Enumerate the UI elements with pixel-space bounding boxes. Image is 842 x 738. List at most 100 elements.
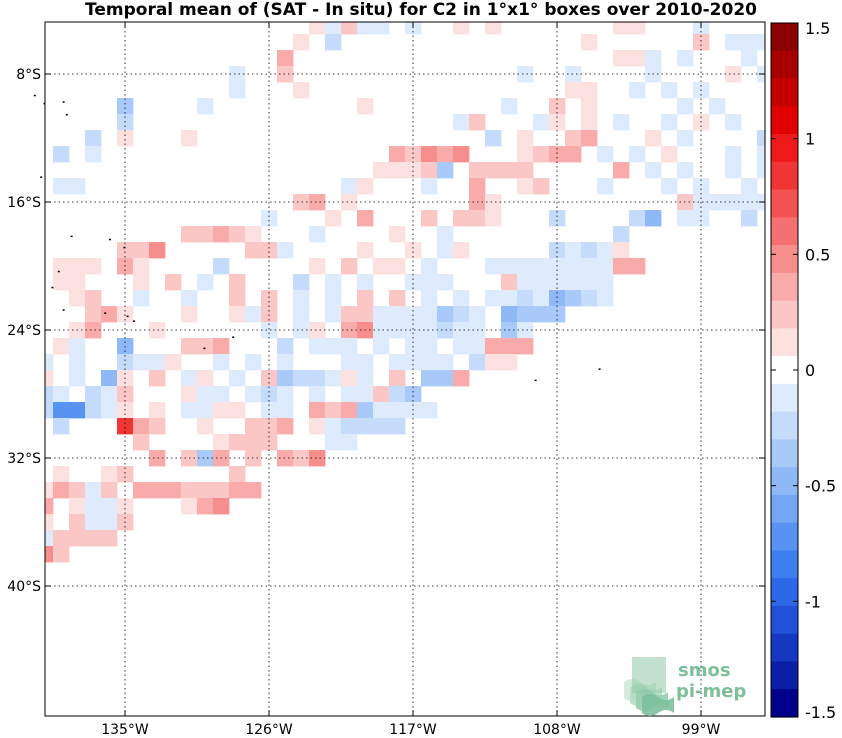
heatmap-cell xyxy=(133,242,150,259)
heatmap-cell xyxy=(69,514,86,531)
colorbar-segment xyxy=(771,300,798,329)
heatmap-cell xyxy=(533,274,550,291)
heatmap-cell xyxy=(325,338,342,355)
heatmap-cell xyxy=(645,50,662,67)
heatmap-cell xyxy=(517,258,534,275)
heatmap-cell xyxy=(309,22,326,35)
heatmap-cell xyxy=(101,482,118,499)
heatmap-cell xyxy=(597,146,614,163)
heatmap-cell xyxy=(549,290,566,307)
latitude-tick-label: 32°S xyxy=(7,451,41,467)
heatmap-cell xyxy=(341,258,358,275)
heatmap-cell xyxy=(405,22,422,35)
heatmap-cell xyxy=(69,178,86,195)
heatmap-cell xyxy=(53,482,70,499)
heatmap-cell xyxy=(341,338,358,355)
heatmap-cell xyxy=(229,226,246,243)
heatmap-cell xyxy=(293,290,310,307)
heatmap-cell xyxy=(133,354,150,371)
heatmap-cell xyxy=(405,162,422,179)
heatmap-cell xyxy=(341,178,358,195)
heatmap-cell xyxy=(533,114,550,131)
heatmap-cell xyxy=(325,418,342,435)
heatmap-cell xyxy=(309,418,326,435)
heatmap-cell xyxy=(245,434,262,451)
island-speck xyxy=(70,235,73,238)
heatmap-cell xyxy=(213,482,230,499)
heatmap-cell xyxy=(309,338,326,355)
heatmap-cell xyxy=(133,434,150,451)
heatmap-cell xyxy=(181,370,198,387)
heatmap-cell xyxy=(725,194,742,211)
heatmap-cell xyxy=(597,290,614,307)
islands xyxy=(33,94,601,382)
heatmap-cell xyxy=(309,258,326,275)
heatmap-cell xyxy=(181,338,198,355)
heatmap-cell xyxy=(485,210,502,227)
heatmap-cell xyxy=(437,146,454,163)
heatmap-cell xyxy=(197,370,214,387)
longitude-axis: 135°W 126°W 117°W 108°W 99°W xyxy=(101,22,720,738)
longitude-tick-label: 108°W xyxy=(533,722,581,738)
colorbar-segment xyxy=(771,272,798,302)
heatmap-cell xyxy=(629,146,646,163)
island-speck xyxy=(133,320,135,322)
heatmap-cell xyxy=(149,450,166,467)
heatmap-cell xyxy=(245,482,262,499)
heatmap-cell xyxy=(421,178,438,195)
heatmap-cell xyxy=(341,306,358,323)
heatmap-cell xyxy=(341,322,358,339)
heatmap-cell xyxy=(469,178,486,195)
heatmap-cell xyxy=(181,130,198,147)
heatmap-cell xyxy=(309,194,326,211)
colorbar-segment xyxy=(771,689,798,718)
colorbar-segment xyxy=(771,661,798,690)
heatmap-cell xyxy=(293,82,310,99)
colorbar-segment xyxy=(771,245,798,274)
heatmap-cell xyxy=(501,98,518,115)
colorbar-segment xyxy=(771,383,798,413)
heatmap-cell xyxy=(629,22,646,35)
heatmap-cell xyxy=(293,306,310,323)
heatmap-cell xyxy=(213,434,230,451)
heatmap-cell xyxy=(661,82,678,99)
heatmap-cell xyxy=(565,274,582,291)
heatmap-cell xyxy=(197,226,214,243)
heatmap-cell xyxy=(613,242,630,259)
heatmap-cell xyxy=(45,386,54,403)
colorbar-segment xyxy=(771,633,798,663)
heatmap-cell xyxy=(309,322,326,339)
heatmap-cell xyxy=(341,22,358,35)
heatmap-cell xyxy=(69,482,86,499)
heatmap-cell xyxy=(565,290,582,307)
longitude-tick-label: 117°W xyxy=(389,722,437,738)
logo-text-smos: smos xyxy=(678,660,731,681)
island-speck xyxy=(109,238,111,241)
heatmap-cell xyxy=(229,82,246,99)
heatmap-cell xyxy=(613,114,630,131)
heatmap-cell xyxy=(149,402,166,419)
colorbar-tick-label: 0 xyxy=(805,361,815,380)
heatmap-cell xyxy=(517,274,534,291)
longitude-tick-label: 135°W xyxy=(101,722,149,738)
heatmap-cell xyxy=(293,450,310,467)
heatmap-cell xyxy=(677,50,694,67)
colorbar-segment xyxy=(771,494,798,524)
heatmap-cell xyxy=(469,306,486,323)
heatmap-cell xyxy=(45,482,54,499)
heatmap-cell xyxy=(693,210,710,227)
heatmap-cell xyxy=(421,338,438,355)
heatmap-cell xyxy=(45,370,54,387)
heatmap-cell xyxy=(533,290,550,307)
heatmap-cell xyxy=(597,274,614,291)
heatmap-cell xyxy=(117,98,134,115)
heatmap-cell xyxy=(357,98,374,115)
heatmap-cell xyxy=(117,306,134,323)
heatmap-cell xyxy=(517,130,534,147)
heatmap-cell xyxy=(69,258,86,275)
heatmap-cell xyxy=(517,322,534,339)
heatmap-cell xyxy=(373,258,390,275)
heatmap-cell xyxy=(85,386,102,403)
